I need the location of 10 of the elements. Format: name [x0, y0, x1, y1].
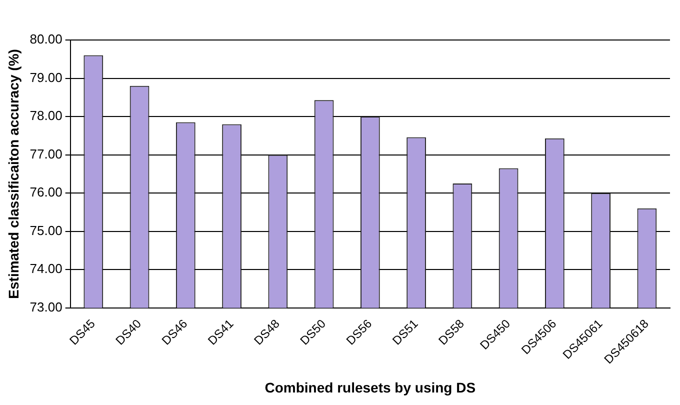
y-tick-label: 79.00 — [30, 70, 62, 85]
y-tick-label: 74.00 — [30, 261, 62, 276]
y-axis-title: Estimated classificaiton accuracy (%) — [5, 49, 22, 299]
y-tick-label: 78.00 — [30, 108, 62, 124]
y-tick-label: 76.00 — [30, 184, 62, 200]
y-tick-label: 75.00 — [30, 222, 62, 238]
x-axis-title: Combined rulesets by using DS — [264, 379, 476, 396]
y-tick-label: 73.00 — [30, 299, 62, 314]
y-tick-label: 77.00 — [30, 146, 62, 162]
y-tick-label: 80.00 — [30, 32, 62, 47]
